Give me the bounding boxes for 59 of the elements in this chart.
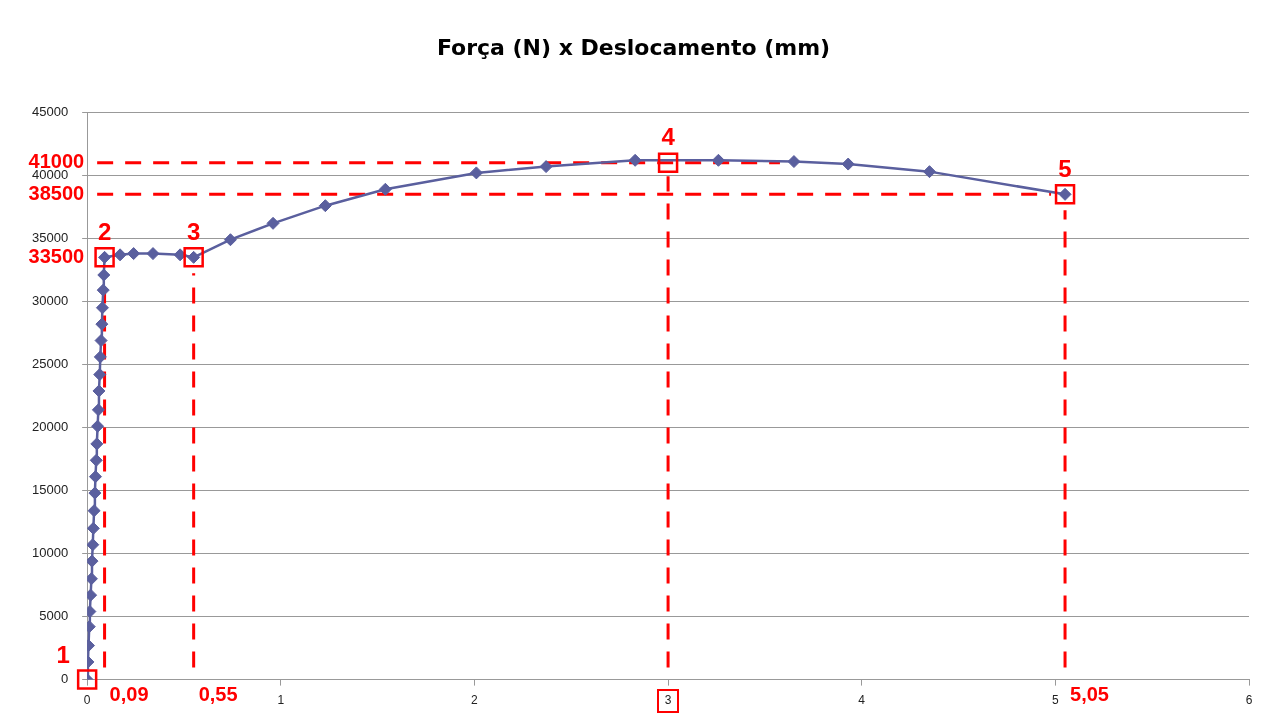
ref-line-label: 0,55 (198, 683, 238, 706)
annotation: 3 (186, 217, 201, 245)
point (92, 384, 106, 398)
y-tick-label: 45000 (31, 103, 69, 119)
annotation: 2 (97, 217, 112, 245)
point (89, 453, 103, 467)
point (94, 334, 108, 348)
point (113, 248, 127, 262)
ref-line-label: 0,09 (109, 683, 149, 706)
chart-title: Força (N) x Deslocamento (mm) (436, 34, 831, 60)
x-tick-label: 6 (1245, 693, 1253, 708)
x-tick-label: 4 (858, 693, 866, 708)
point (922, 165, 936, 179)
x-tick-label: 0 (83, 693, 91, 708)
point (95, 301, 109, 315)
annotation: 5 (1058, 154, 1072, 182)
point (93, 368, 107, 382)
annotation: 33500 (28, 244, 85, 267)
x-tick-label: 5 (1052, 693, 1060, 708)
point (90, 437, 104, 451)
x-tick-label: 1 (277, 693, 285, 708)
point (146, 247, 160, 261)
point (318, 199, 332, 213)
point (97, 268, 111, 282)
point (841, 157, 855, 171)
y-tick-label: 15000 (31, 482, 69, 498)
point (787, 155, 801, 169)
point (91, 419, 105, 433)
point (96, 283, 110, 297)
y-tick-label: 20000 (31, 419, 69, 435)
point (88, 486, 102, 500)
point (87, 504, 101, 518)
point (87, 538, 100, 552)
y-tick-label: 35000 (31, 230, 69, 246)
x-tick-label: 2 (471, 693, 479, 708)
point (711, 153, 725, 167)
ref-line-label: 38500 (28, 181, 85, 204)
point (469, 166, 483, 180)
point (93, 350, 107, 364)
point (87, 554, 99, 568)
ref-line-label: 5,05 (1070, 683, 1109, 706)
point (87, 521, 100, 535)
y-tick-label: 25000 (31, 356, 69, 372)
y-tick-label: 10000 (31, 545, 69, 561)
y-tick-label: 30000 (31, 293, 69, 309)
y-tick-label: 5000 (39, 608, 69, 624)
annotation: 1 (56, 641, 70, 669)
y-tick-label: 0 (60, 671, 69, 687)
point (539, 160, 553, 174)
point (95, 317, 109, 331)
point (628, 153, 642, 167)
point (266, 216, 280, 230)
x-tick-label: 3 (664, 693, 672, 708)
point (127, 247, 141, 261)
point (88, 470, 102, 484)
point (223, 233, 237, 247)
point (378, 182, 392, 196)
point (91, 403, 105, 417)
annotation: 4 (661, 123, 676, 151)
